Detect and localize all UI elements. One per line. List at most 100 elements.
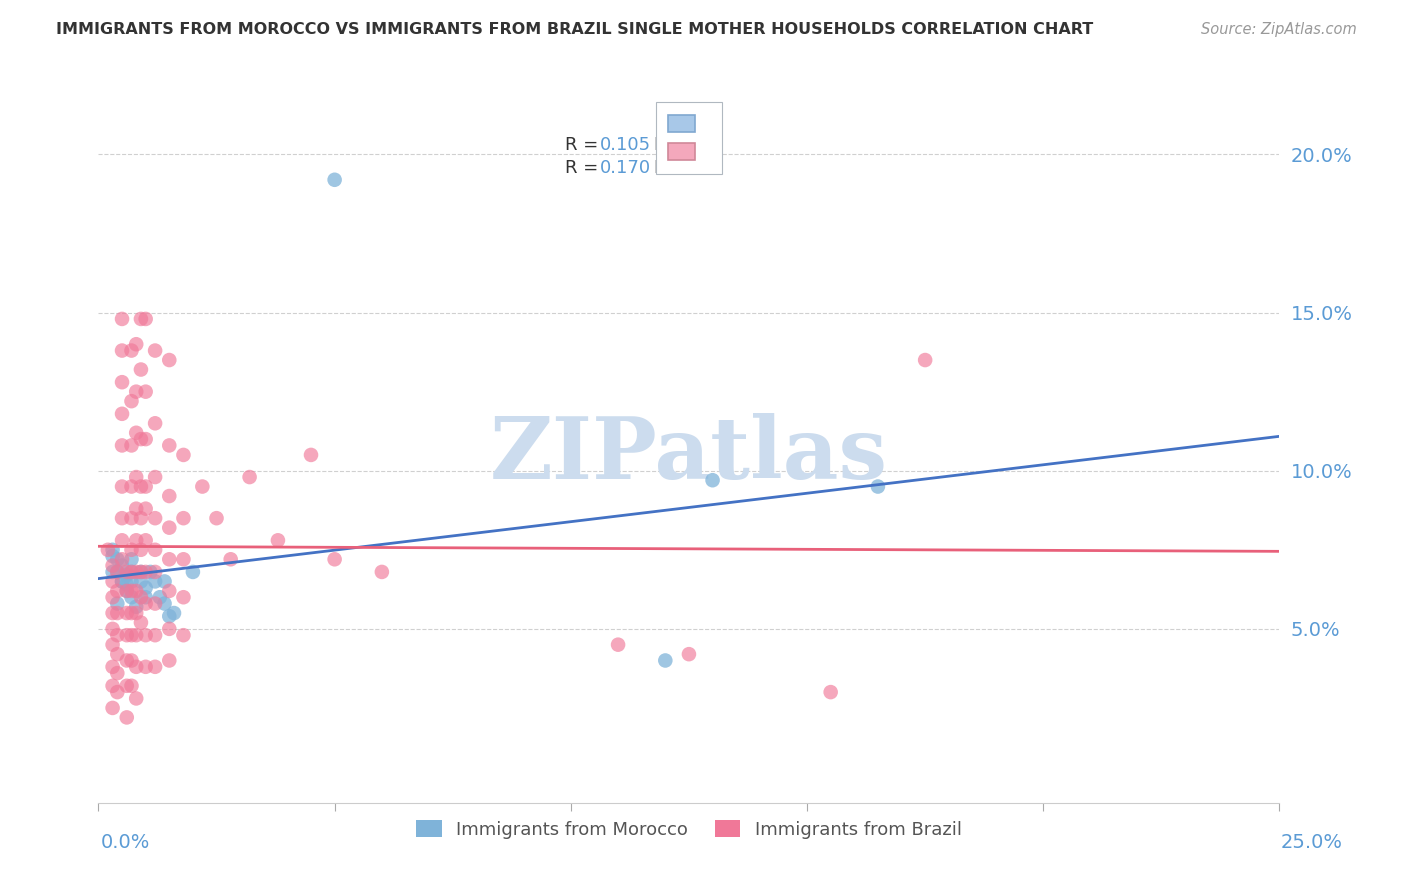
Point [115,606,138,620]
Point [125,384,148,399]
Point [121,511,143,525]
Point [135,565,157,579]
Point [115,568,138,582]
Point [125,599,148,614]
Point [157,552,180,566]
Point [121,606,143,620]
Point [678,647,700,661]
Point [125,470,148,484]
Point [111,438,134,452]
Point [111,407,134,421]
Point [105,565,128,579]
Point [121,343,143,358]
Point [143,574,166,589]
Point [149,591,172,605]
Point [157,622,180,636]
Point [121,653,143,667]
Point [125,691,148,706]
Point [121,679,143,693]
Text: ZIPatlas: ZIPatlas [489,413,889,497]
Point [157,609,180,624]
Point [115,583,138,598]
Point [157,489,180,503]
Point [143,628,166,642]
Point [121,479,143,493]
Point [111,479,134,493]
Point [129,574,152,589]
Text: 0.105: 0.105 [600,136,651,154]
Point [121,583,143,598]
Point [125,660,148,674]
Point [157,521,180,535]
Point [101,542,124,557]
Point [135,312,157,326]
Point [121,394,143,409]
Point [866,479,889,493]
Text: N =: N = [654,160,693,178]
Point [323,173,346,187]
Point [101,591,124,605]
Text: 25.0%: 25.0% [1281,833,1343,853]
Point [97,542,120,557]
Point [111,375,134,389]
Point [914,353,936,368]
Point [101,549,124,563]
Point [172,628,194,642]
Point [101,565,124,579]
Text: 33: 33 [685,136,709,154]
Point [101,558,124,573]
Text: 0.170: 0.170 [600,160,651,178]
Text: Source: ZipAtlas.com: Source: ZipAtlas.com [1201,22,1357,37]
Point [157,583,180,598]
Point [129,565,152,579]
Point [125,337,148,351]
Point [121,565,143,579]
Point [101,679,124,693]
Point [115,710,138,724]
Point [191,479,214,493]
Point [267,533,290,548]
Point [157,653,180,667]
Point [129,615,152,630]
Point [125,425,148,440]
Point [115,583,138,598]
Point [157,353,180,368]
Text: 0.0%: 0.0% [101,833,150,853]
Point [111,533,134,548]
Point [143,542,166,557]
Text: 108: 108 [685,160,720,178]
Point [101,660,124,674]
Point [121,591,143,605]
Point [129,432,152,446]
Point [820,685,842,699]
Point [101,622,124,636]
Point [219,552,242,566]
Point [105,647,128,661]
Point [139,565,162,579]
Point [105,628,128,642]
Point [115,653,138,667]
Point [163,606,186,620]
Point [125,501,148,516]
Point [135,432,157,446]
Point [172,591,194,605]
Point [101,701,124,715]
Point [135,533,157,548]
Point [101,606,124,620]
Point [153,574,176,589]
Point [172,552,194,566]
Point [111,558,134,573]
Point [115,577,138,591]
Point [143,417,166,431]
Point [143,470,166,484]
Point [115,679,138,693]
Point [105,552,128,566]
Point [172,511,194,525]
Point [129,312,152,326]
Point [135,501,157,516]
Point [143,597,166,611]
Point [125,533,148,548]
Point [111,552,134,566]
Point [157,438,180,452]
Point [172,448,194,462]
